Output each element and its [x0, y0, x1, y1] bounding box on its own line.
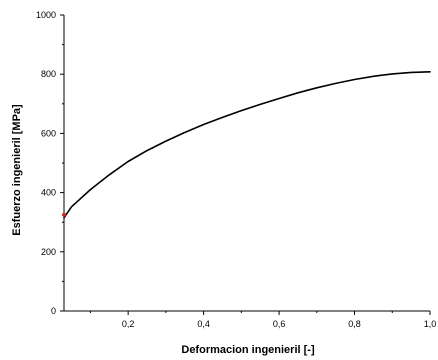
axes: [63, 15, 430, 312]
series-group: [63, 71, 431, 219]
x-tick-label: 1,0: [424, 319, 437, 329]
x-axis-title: Deformacion ingenieril [-]: [181, 344, 315, 356]
y-tick-label: 0: [51, 306, 56, 316]
x-ticks: 0,2 0,4 0,6 0,8 1,0: [89, 311, 437, 329]
marker-group: [62, 212, 66, 217]
y-tick-label: 400: [41, 188, 56, 198]
y-tick-label: 600: [41, 128, 56, 138]
y-tick-label: 200: [41, 247, 56, 257]
y-axis-title: Esfuerzo ingenieril [MPa]: [11, 104, 23, 236]
x-tick-label: 0,6: [273, 319, 286, 329]
x-tick-label: 0,2: [122, 319, 135, 329]
y-tick-label: 1000: [36, 10, 56, 20]
y-tick-label: 800: [41, 69, 56, 79]
x-tick-label: 0,4: [197, 319, 210, 329]
series-line: [63, 71, 431, 219]
start-point-marker: [62, 212, 66, 217]
y-ticks: 0 200 400 600 800 1000: [36, 10, 64, 316]
x-tick-label: 0,8: [348, 319, 361, 329]
